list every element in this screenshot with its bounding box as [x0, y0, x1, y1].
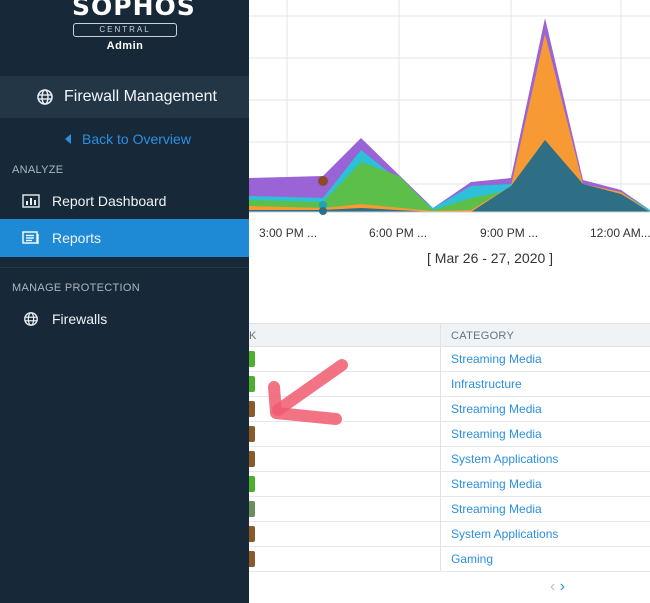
table-row: System Applications	[249, 447, 650, 472]
risk-indicator	[249, 376, 255, 392]
column-header-category[interactable]: CATEGORY	[451, 330, 515, 342]
back-link-label: Back to Overview	[82, 131, 191, 147]
x-tick-label: 3:00 PM ...	[259, 226, 318, 240]
risk-indicator	[249, 526, 255, 542]
prev-page-button[interactable]: ‹	[550, 578, 556, 595]
risk-indicator	[249, 426, 255, 442]
category-link[interactable]: Streaming Media	[451, 402, 542, 416]
next-page-button[interactable]: ›	[559, 578, 566, 595]
central-badge: CENTRAL	[73, 23, 177, 37]
category-link[interactable]: Streaming Media	[451, 477, 542, 491]
risk-indicator	[249, 551, 255, 567]
report-dashboard-icon	[22, 194, 40, 208]
sidebar-item-report-dashboard[interactable]: Report Dashboard	[0, 182, 249, 220]
category-link[interactable]: System Applications	[451, 452, 559, 466]
table-row: Streaming Media	[249, 347, 650, 372]
pagination: ‹ ›	[550, 578, 565, 596]
x-tick-label: 12:00 AM...	[590, 226, 650, 240]
stacked-area-chart	[249, 0, 650, 215]
sidebar-item-firewalls[interactable]: Firewalls	[0, 300, 249, 338]
table-row: Streaming Media	[249, 422, 650, 447]
risk-indicator	[249, 451, 255, 467]
back-to-overview-link[interactable]: Back to Overview	[65, 131, 191, 147]
sidebar-divider	[0, 267, 249, 268]
section-title-manage-protection: MANAGE PROTECTION	[12, 282, 140, 294]
data-point-marker	[318, 176, 328, 186]
globe-icon	[22, 311, 40, 327]
table-row: Infrastructure	[249, 372, 650, 397]
table-row: Streaming Media	[249, 497, 650, 522]
category-link[interactable]: Streaming Media	[451, 427, 542, 441]
column-header-risk[interactable]: K	[249, 330, 257, 342]
brand: SOPHOS CENTRAL Admin	[0, 0, 249, 70]
annotation-arrow-icon	[268, 359, 348, 425]
category-link[interactable]: Gaming	[451, 552, 494, 566]
module-title: Firewall Management	[64, 88, 217, 105]
globe-icon	[36, 88, 54, 106]
table-row: System Applications	[249, 522, 650, 547]
data-point-marker	[319, 201, 327, 209]
section-title-analyze: ANALYZE	[12, 164, 64, 176]
risk-indicator	[249, 501, 255, 517]
sophos-logo: SOPHOS	[72, 0, 196, 21]
sidebar-item-reports[interactable]: Reports	[0, 219, 249, 257]
category-link[interactable]: Infrastructure	[451, 377, 522, 391]
date-range-label: [ Mar 26 - 27, 2020 ]	[427, 250, 554, 266]
applications-table: K CATEGORY Streaming Media Infrastructure…	[249, 323, 650, 572]
reports-icon	[22, 231, 40, 245]
sidebar: SOPHOS CENTRAL Admin Firewall Management…	[0, 0, 249, 603]
category-link[interactable]: Streaming Media	[451, 352, 542, 366]
series-area-teal	[249, 140, 650, 212]
traffic-chart: 3:00 PM ... 6:00 PM ... 9:00 PM ... 12:0…	[249, 0, 650, 290]
sidebar-item-label: Reports	[52, 230, 102, 246]
chevron-left-icon	[65, 134, 71, 144]
risk-indicator	[249, 401, 255, 417]
table-header: K CATEGORY	[249, 323, 650, 347]
x-tick-label: 9:00 PM ...	[480, 226, 539, 240]
sidebar-item-label: Report Dashboard	[52, 193, 167, 209]
sidebar-item-label: Firewalls	[52, 311, 108, 327]
module-header[interactable]: Firewall Management	[0, 76, 249, 118]
table-row: Streaming Media	[249, 472, 650, 497]
category-link[interactable]: System Applications	[451, 527, 559, 541]
category-link[interactable]: Streaming Media	[451, 502, 542, 516]
risk-indicator	[249, 476, 255, 492]
table-row: Streaming Media	[249, 397, 650, 422]
column-divider	[440, 323, 441, 571]
role-label: Admin	[106, 40, 144, 52]
table-row: Gaming	[249, 547, 650, 572]
x-tick-label: 6:00 PM ...	[369, 226, 428, 240]
table-body: Streaming Media Infrastructure Streaming M…	[249, 347, 650, 572]
risk-indicator	[249, 351, 255, 367]
data-point-marker	[319, 207, 327, 215]
series-area-purple	[249, 18, 650, 212]
